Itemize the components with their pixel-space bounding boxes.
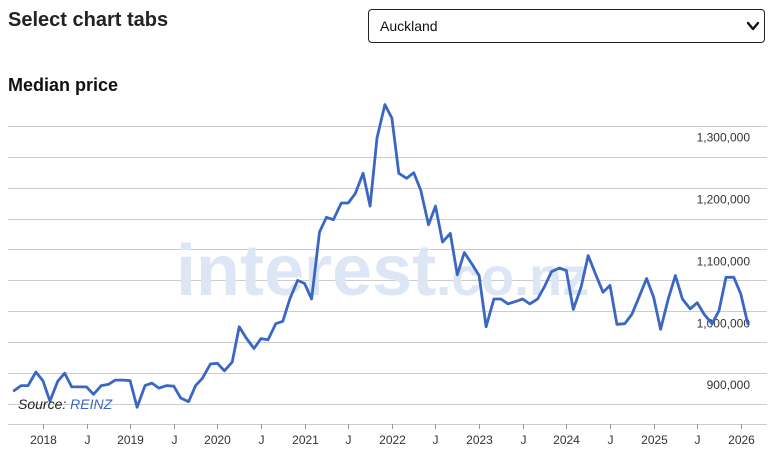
- x-tick-label: 2018: [30, 433, 57, 447]
- x-tick-label: 2026: [728, 433, 755, 447]
- x-tick-label: 2023: [466, 433, 493, 447]
- x-tick-label: 2025: [641, 433, 668, 447]
- x-tick-label: 2021: [292, 433, 319, 447]
- source-note: Source: REINZ: [18, 396, 113, 412]
- grid-layer: [8, 126, 767, 425]
- y-tick-label: 1,000,000: [697, 316, 751, 330]
- series-line-0: [12, 103, 750, 409]
- source-label: Source:: [18, 396, 66, 412]
- x-tick-label: J: [521, 433, 527, 447]
- region-select-value: Auckland: [380, 18, 438, 34]
- series-layer: [12, 103, 750, 409]
- watermark: interest.co.nz: [176, 231, 589, 311]
- source-link: REINZ: [70, 396, 112, 412]
- x-tick-label: J: [608, 433, 614, 447]
- watermark-main: interest: [176, 231, 436, 311]
- y-tick-label: 1,200,000: [697, 193, 751, 207]
- y-tick-label: 1,300,000: [697, 131, 751, 145]
- y-axis-ticks: 900,000 1,000,000 1,100,000 1,200,000 1,300,…: [697, 131, 751, 393]
- chevron-down-icon: [746, 21, 760, 31]
- x-tick-label: 2024: [553, 433, 580, 447]
- y-tick-label: 900,000: [707, 378, 751, 392]
- x-tick-label: J: [172, 433, 178, 447]
- chart-title: Median price: [8, 75, 119, 95]
- watermark-text: interest.co.nz: [176, 231, 589, 311]
- page-title: Select chart tabs: [8, 9, 169, 31]
- x-tick-label: J: [433, 433, 439, 447]
- region-select[interactable]: Auckland: [368, 9, 765, 43]
- x-tick-label: J: [259, 433, 265, 447]
- x-tick-label: J: [695, 433, 701, 447]
- x-tick-label: 2022: [379, 433, 406, 447]
- x-tick-label: J: [346, 433, 352, 447]
- y-tick-label: 1,100,000: [697, 254, 751, 268]
- x-tick-label: 2020: [204, 433, 231, 447]
- x-axis-ticks: 2018 J 2019 J 2020 J 2021 J 2022 J 2023 J 2024 J 2025 J…: [30, 424, 755, 447]
- x-tick-label: 2019: [117, 433, 144, 447]
- x-tick-label: J: [85, 433, 91, 447]
